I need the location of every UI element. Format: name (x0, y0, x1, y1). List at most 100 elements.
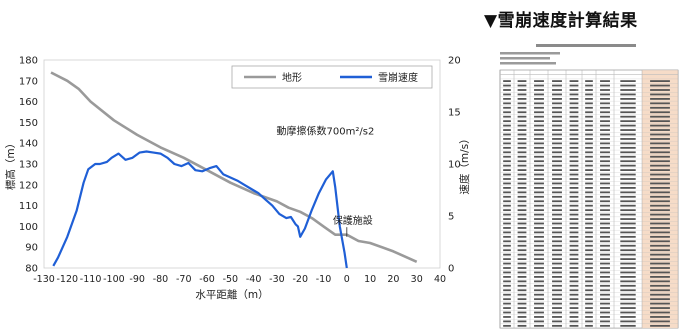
sheet-cell-text (569, 204, 579, 207)
sheet-cell-text (534, 307, 544, 309)
sheet-cell-text (650, 249, 670, 252)
sheet-cell-text (585, 173, 593, 176)
sheet-cell-text (517, 195, 527, 198)
sheet-cell-text (569, 106, 579, 109)
sheet-cell-text (650, 262, 670, 265)
sheet-cell-text (569, 84, 579, 87)
sheet-cell-text (620, 298, 636, 301)
sheet-cell-text (503, 178, 511, 180)
sheet-cell-text (620, 84, 636, 87)
sheet-cell-text (517, 324, 527, 327)
x-axis-ticks: -130 -120 -110 -100 -90 -80 -70 -60 -50 -40 -30 -20… (33, 274, 446, 285)
y-left-axis-label: 標高（m） (4, 138, 17, 190)
sheet-cell-text (585, 89, 593, 91)
sheet-cell-text (585, 320, 593, 323)
sheet-cell-text (620, 133, 636, 136)
sheet-cell-text (569, 302, 579, 305)
sheet-cell-text (585, 218, 593, 220)
sheet-cell-text (552, 124, 562, 127)
y-left-tick-label: 100 (19, 222, 38, 233)
annotation-facility: 保護施設 (333, 214, 373, 227)
y-right-axis-label: 速度（m/s） (458, 133, 471, 194)
y-right-tick-label: 20 (448, 56, 461, 67)
sheet-cell-text (600, 191, 610, 194)
sheet-cell-text (517, 187, 527, 189)
sheet-cell-text (585, 227, 593, 229)
sheet-cell-text (620, 200, 636, 203)
sheet-cell-text (569, 307, 579, 309)
sheet-cell-text (620, 146, 636, 149)
right-axis-ticks: 0 5 10 15 20 (448, 56, 461, 275)
sheet-cell-text (552, 151, 562, 154)
series-line-velocity (52, 150, 348, 269)
sheet-cell-text (585, 138, 593, 140)
sheet-cell-text (503, 231, 511, 234)
sheet-cell-text (620, 160, 636, 163)
sheet-cell-text (503, 213, 511, 216)
sheet-cell-text (569, 191, 579, 194)
sheet-cell-text (600, 289, 610, 292)
sheet-cell-text (620, 111, 636, 114)
sheet-cell-text (569, 111, 579, 114)
sheet-cell-text (650, 187, 670, 189)
sheet-cell-text (534, 115, 544, 118)
sheet-cell-text (503, 253, 511, 256)
sheet-cell-text (503, 262, 511, 265)
sheet-cell-text (503, 102, 511, 105)
sheet-cell-text (517, 271, 527, 274)
sheet-cell-text (534, 106, 544, 109)
sheet-cell-text (517, 218, 527, 220)
sheet-cell-text (552, 129, 562, 131)
sheet-cell-text (503, 187, 511, 189)
sheet-cell-text (503, 80, 511, 82)
sheet-cell-text (534, 209, 544, 212)
sheet-cell-text (517, 120, 527, 123)
sheet-cell-text (600, 187, 610, 189)
sheet-cell-text (503, 209, 511, 212)
sheet-cell-text (503, 195, 511, 198)
sheet-cell-text (534, 187, 544, 189)
sheet-cell-text (569, 182, 579, 185)
sheet-cell-text (517, 111, 527, 114)
sheet-cell-text (600, 240, 610, 243)
sheet-cell-text (585, 293, 593, 296)
sheet-cell-text (534, 89, 544, 91)
sheet-cell-text (600, 284, 610, 287)
sheet-cell-text (569, 289, 579, 292)
sheet-cell-text (503, 133, 511, 136)
sheet-cell-text (569, 146, 579, 149)
sheet-cell-text (600, 316, 610, 318)
sheet-cell-text (650, 240, 670, 243)
sheet-cell-text (620, 115, 636, 118)
sheet-cell-text (650, 133, 670, 136)
sheet-cell-text (569, 151, 579, 154)
x-tick-label: -110 (80, 274, 102, 285)
sheet-cell-text (503, 155, 511, 158)
sheet-cell-text (552, 298, 562, 301)
sheet-cell-text (534, 293, 544, 296)
sheet-cell-text (552, 267, 562, 269)
left-axis-ticks: 80 90 100 110 120 130 140 150 160 170 180 (19, 56, 38, 275)
sheet-cell-text (620, 182, 636, 185)
y-right-tick-label: 0 (448, 264, 454, 275)
sheet-cell-text (650, 311, 670, 314)
sheet-cell-text (534, 164, 544, 167)
sheet-cell-text (552, 222, 562, 225)
sheet-cell-text (552, 120, 562, 123)
sheet-cell-text (503, 138, 511, 140)
sheet-cell-text (585, 209, 593, 212)
sheet-cell-text (552, 218, 562, 220)
sheet-cell-text (569, 231, 579, 234)
y-left-tick-label: 140 (19, 139, 38, 150)
sheet-cell-text (600, 227, 610, 229)
sheet-cell-text (585, 284, 593, 287)
sheet-cell-text (552, 209, 562, 212)
y-left-tick-label: 150 (19, 118, 38, 129)
sheet-cell-text (503, 298, 511, 301)
sheet-cell-text (585, 258, 593, 260)
sheet-cell-text (552, 235, 562, 238)
sheet-cell-text (569, 138, 579, 140)
sheet-cell-text (585, 307, 593, 309)
sheet-cell-text (600, 204, 610, 207)
sheet-cell-text (569, 98, 579, 100)
